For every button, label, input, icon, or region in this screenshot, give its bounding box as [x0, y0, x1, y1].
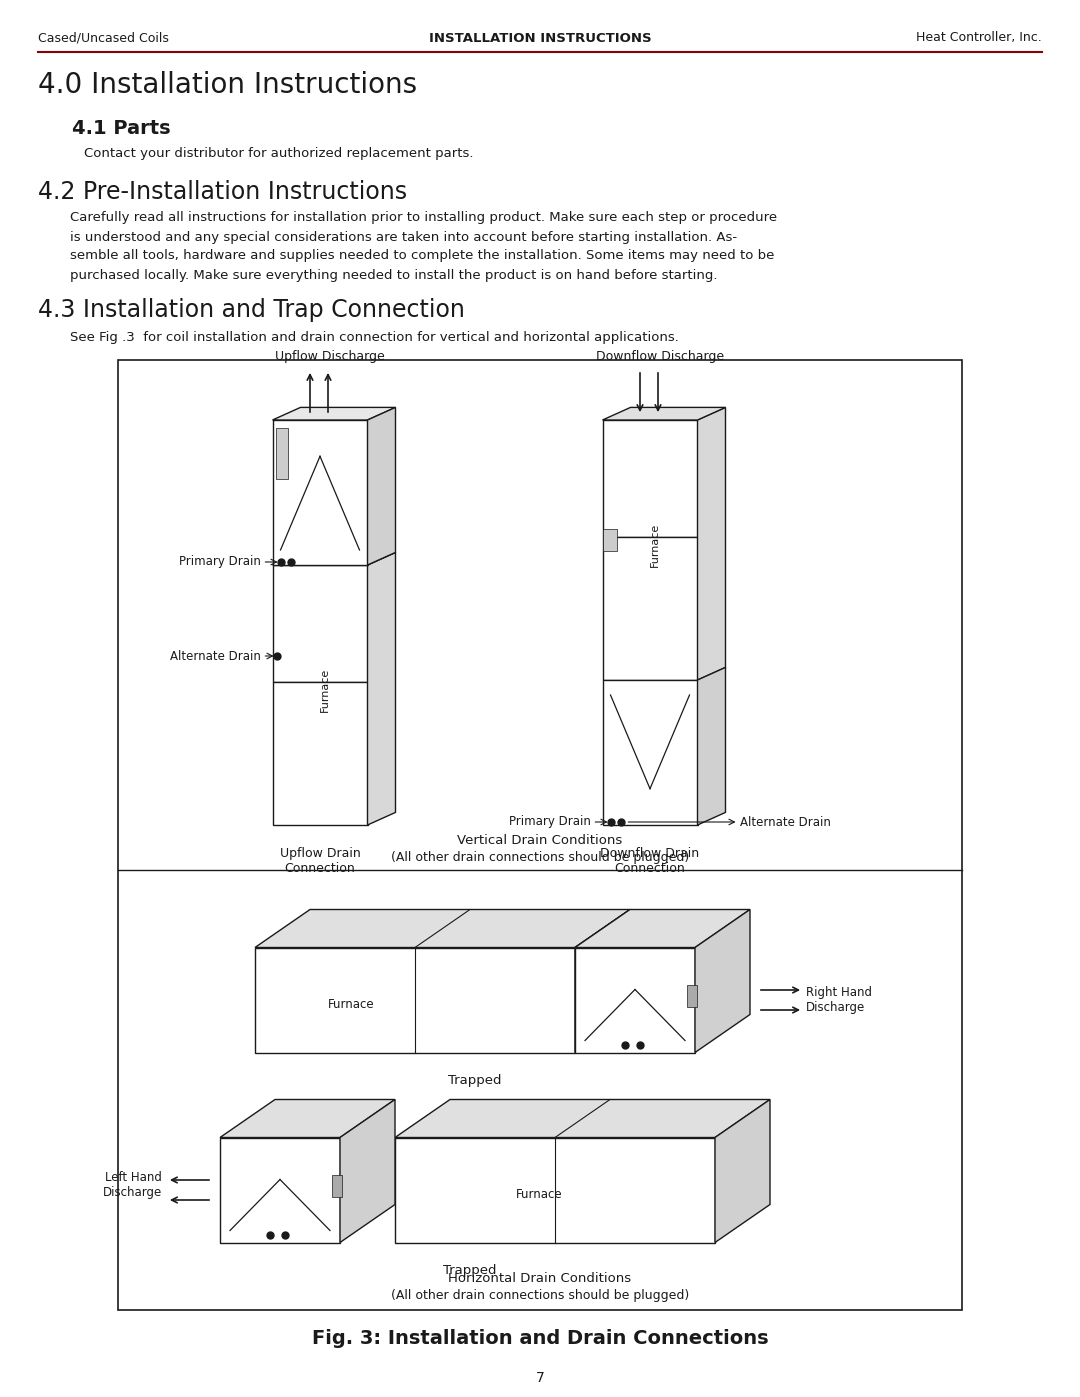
Text: 7: 7: [536, 1370, 544, 1384]
Text: Primary Drain: Primary Drain: [178, 556, 260, 569]
Polygon shape: [575, 909, 630, 1052]
Text: 4.0 Installation Instructions: 4.0 Installation Instructions: [38, 71, 417, 99]
Polygon shape: [696, 909, 750, 1052]
Polygon shape: [698, 668, 726, 826]
Bar: [255, 947, 575, 1052]
Text: is understood and any special considerations are taken into account before start: is understood and any special considerat…: [70, 231, 738, 243]
Text: 4.2 Pre-Installation Instructions: 4.2 Pre-Installation Instructions: [38, 180, 407, 204]
Text: Cased/Uncased Coils: Cased/Uncased Coils: [38, 32, 168, 45]
Bar: [603, 680, 698, 826]
Polygon shape: [367, 408, 395, 564]
Polygon shape: [255, 909, 630, 947]
Bar: [603, 536, 698, 680]
Text: Furnace: Furnace: [327, 999, 375, 1011]
Polygon shape: [340, 1099, 395, 1242]
Text: INSTALLATION INSTRUCTIONS: INSTALLATION INSTRUCTIONS: [429, 32, 651, 45]
Polygon shape: [575, 909, 750, 947]
Text: Contact your distributor for authorized replacement parts.: Contact your distributor for authorized …: [84, 147, 473, 159]
Text: Horizontal Drain Conditions: Horizontal Drain Conditions: [448, 1271, 632, 1284]
Polygon shape: [220, 1099, 395, 1137]
Polygon shape: [603, 408, 726, 420]
Bar: [687, 985, 697, 1007]
Text: See Fig .3  for coil installation and drain connection for vertical and horizont: See Fig .3 for coil installation and dra…: [70, 331, 679, 345]
Text: Left Hand
Discharge: Left Hand Discharge: [103, 1171, 162, 1199]
Polygon shape: [367, 552, 395, 826]
Bar: [272, 682, 367, 826]
Text: Primary Drain: Primary Drain: [509, 816, 591, 828]
Text: Downflow Drain
Connection: Downflow Drain Connection: [600, 847, 700, 875]
Polygon shape: [715, 1099, 770, 1242]
Text: (All other drain connections should be plugged): (All other drain connections should be p…: [391, 1289, 689, 1302]
Text: Heat Controller, Inc.: Heat Controller, Inc.: [916, 32, 1042, 45]
Text: Upflow Drain
Connection: Upflow Drain Connection: [280, 847, 361, 875]
Text: Alternate Drain: Alternate Drain: [170, 650, 260, 662]
Polygon shape: [272, 552, 395, 564]
Text: 4.1 Parts: 4.1 Parts: [72, 119, 171, 137]
Text: (All other drain connections should be plugged): (All other drain connections should be p…: [391, 852, 689, 865]
Polygon shape: [272, 408, 395, 420]
Text: 4.3 Installation and Trap Connection: 4.3 Installation and Trap Connection: [38, 298, 464, 321]
Text: Furnace: Furnace: [650, 522, 660, 567]
Text: Furnace: Furnace: [320, 668, 330, 712]
Polygon shape: [395, 1099, 770, 1137]
Text: Vertical Drain Conditions: Vertical Drain Conditions: [457, 834, 623, 847]
Text: Right Hand
Discharge: Right Hand Discharge: [806, 986, 872, 1014]
Bar: [332, 1175, 342, 1197]
Bar: [395, 1137, 715, 1242]
Bar: [603, 420, 698, 536]
Polygon shape: [698, 408, 726, 680]
Text: Furnace: Furnace: [515, 1189, 563, 1201]
Text: Fig. 3: Installation and Drain Connections: Fig. 3: Installation and Drain Connectio…: [312, 1329, 768, 1348]
Bar: [118, 360, 962, 1310]
Text: Downflow Discharge: Downflow Discharge: [596, 351, 724, 363]
Text: Trapped: Trapped: [448, 1074, 502, 1087]
Text: semble all tools, hardware and supplies needed to complete the installation. Som: semble all tools, hardware and supplies …: [70, 250, 774, 263]
Bar: [272, 420, 367, 564]
Text: Alternate Drain: Alternate Drain: [741, 816, 832, 828]
Bar: [603, 529, 617, 550]
Bar: [575, 947, 696, 1052]
Bar: [220, 1137, 340, 1242]
Text: Upflow Discharge: Upflow Discharge: [275, 351, 384, 363]
Text: Carefully read all instructions for installation prior to installing product. Ma: Carefully read all instructions for inst…: [70, 211, 778, 225]
Text: purchased locally. Make sure everything needed to install the product is on hand: purchased locally. Make sure everything …: [70, 268, 717, 282]
Text: Trapped: Trapped: [443, 1264, 497, 1277]
Bar: [272, 564, 367, 682]
Bar: [275, 427, 287, 479]
